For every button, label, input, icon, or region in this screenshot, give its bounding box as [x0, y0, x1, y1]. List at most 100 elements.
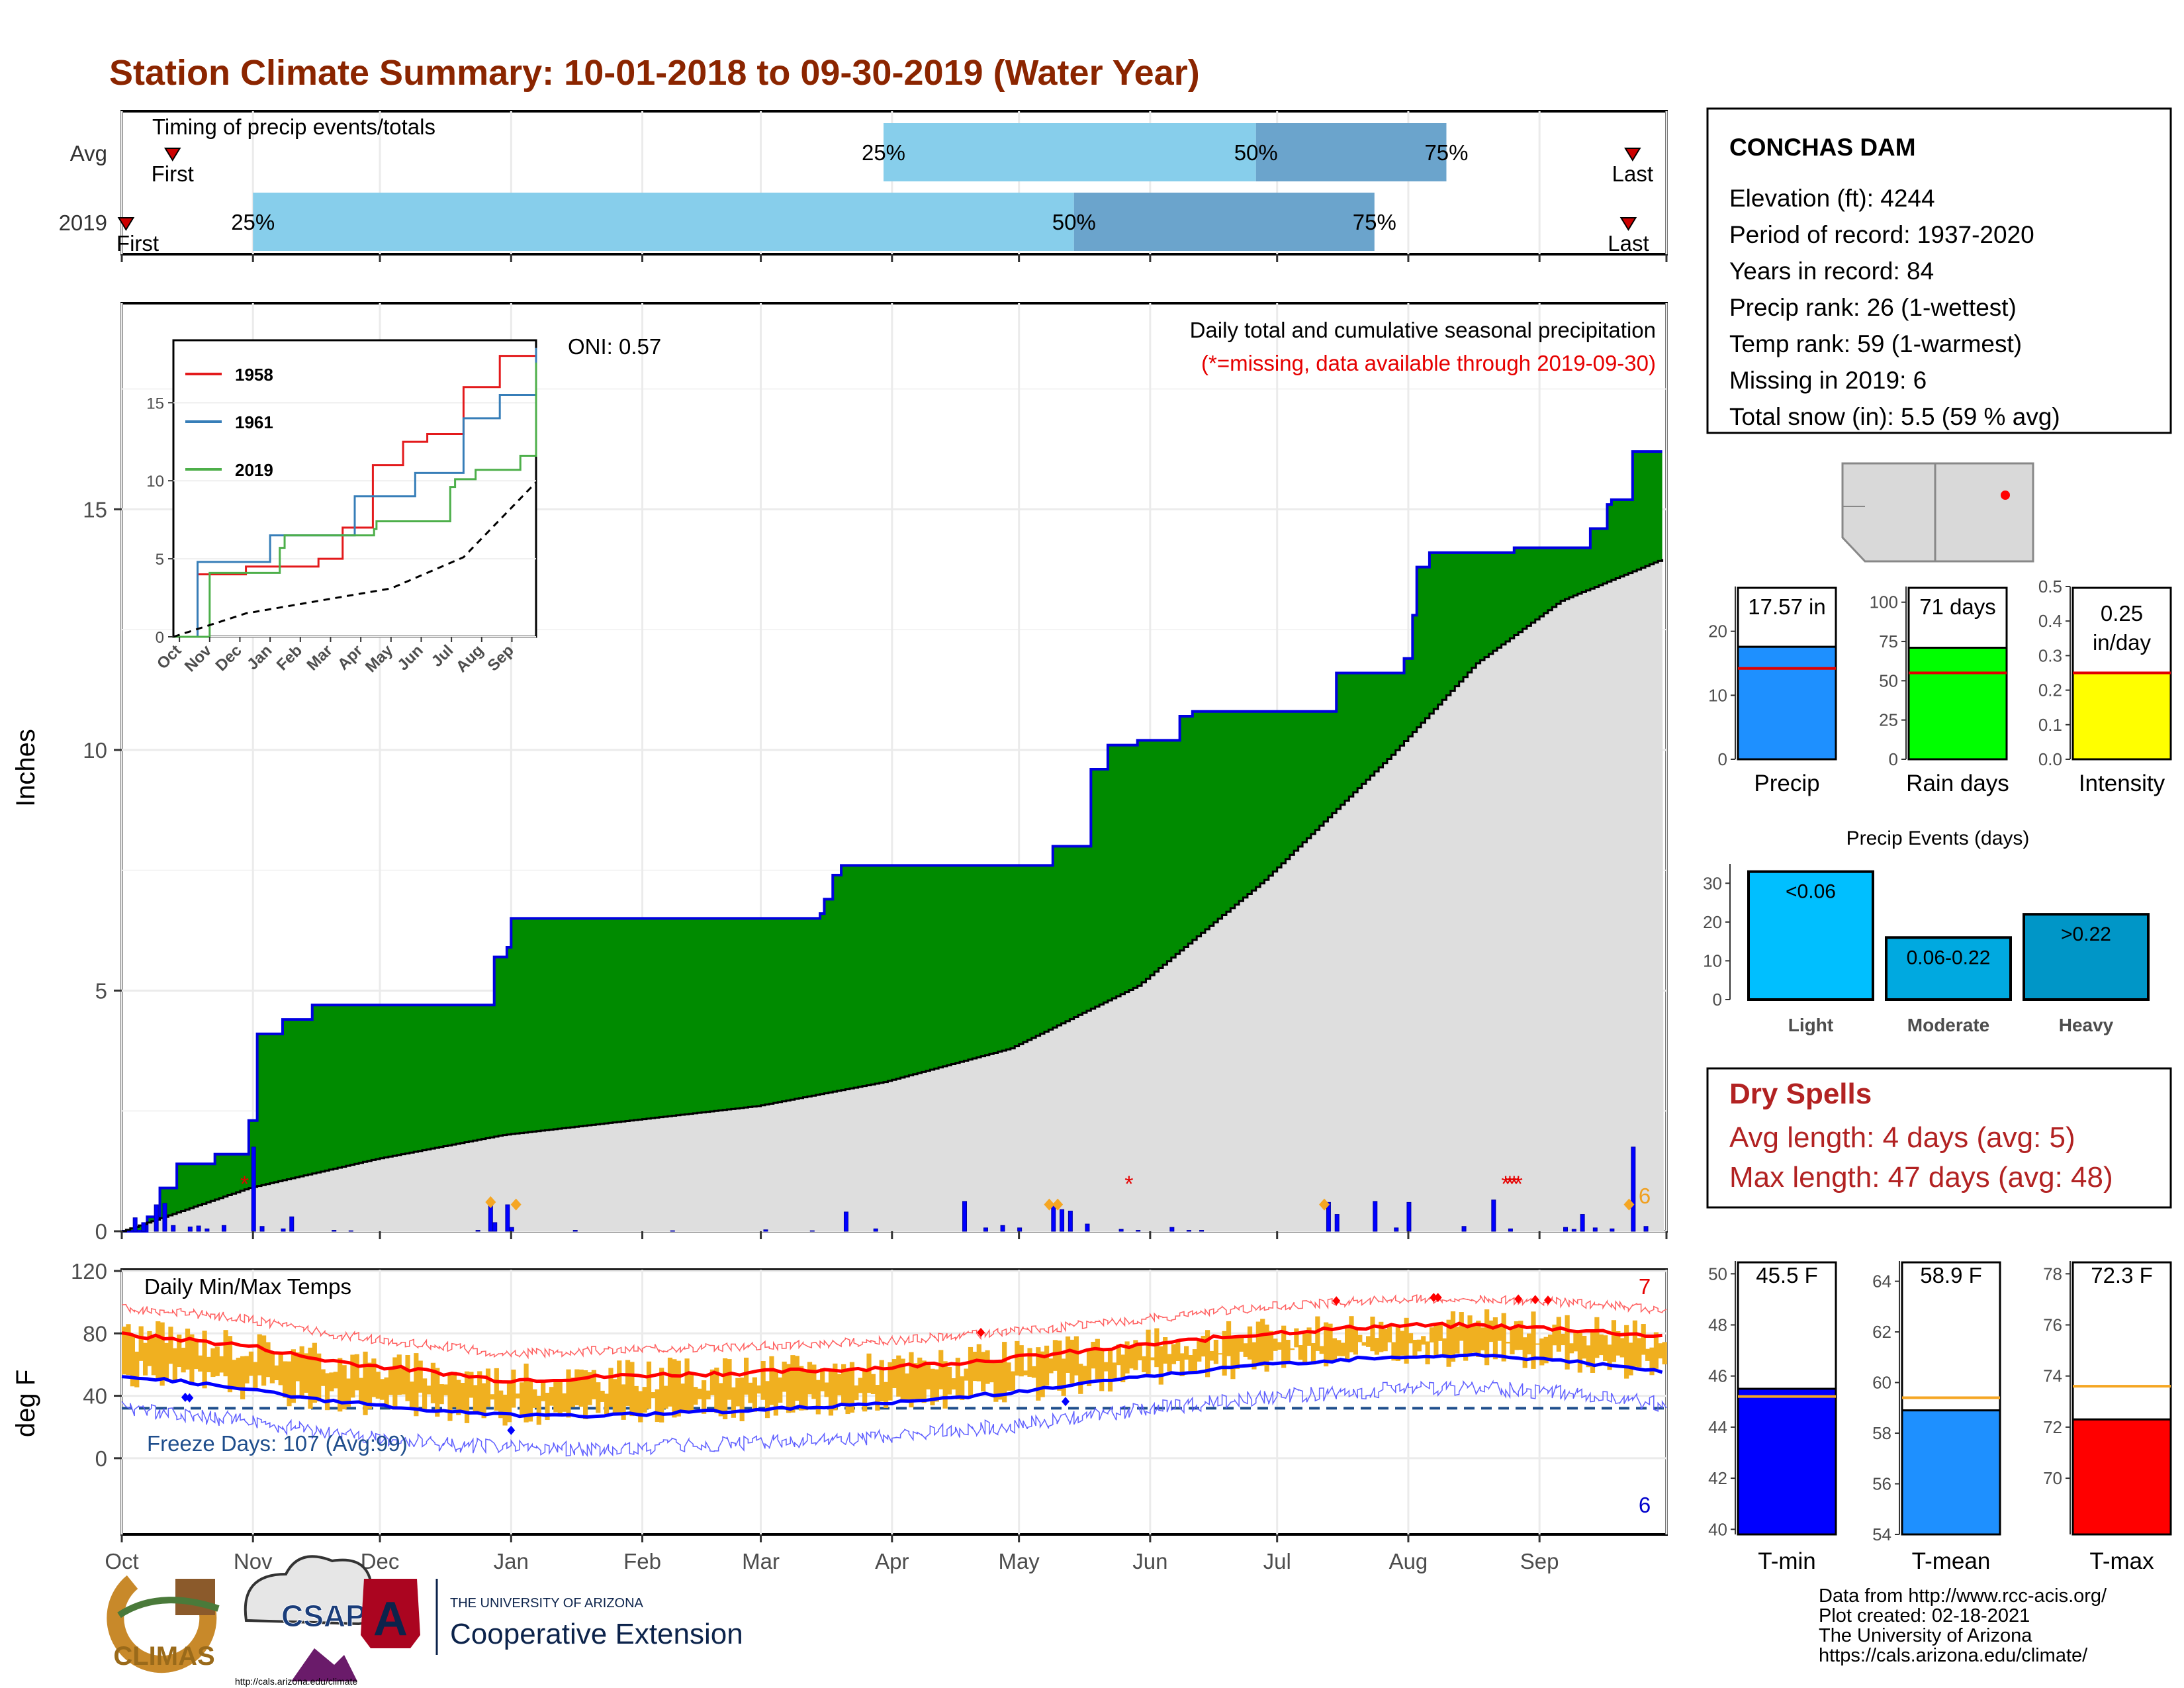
daily-temp-bar	[1209, 1350, 1214, 1361]
daily-temp-bar	[253, 1362, 258, 1388]
tbar-tick-label: 54	[1872, 1524, 1891, 1544]
timing-bar-25-50	[884, 123, 1256, 181]
inset-y-tick-label: 15	[146, 395, 164, 412]
daily-temp-bar	[1285, 1339, 1291, 1362]
daily-precip-bar	[162, 1203, 167, 1232]
intensity-label: Intensity	[2079, 771, 2165, 796]
daily-temp-bar	[934, 1369, 939, 1402]
daily-temp-bar	[697, 1388, 702, 1399]
daily-temp-bar	[1429, 1327, 1435, 1342]
missing-day-marker: *	[1501, 1172, 1510, 1197]
daily-temp-bar	[960, 1376, 965, 1401]
events-bar-light	[1747, 870, 1874, 1001]
record-high-marker	[1514, 1294, 1523, 1304]
daily-temp-bar	[1510, 1327, 1515, 1354]
daily-temp-bar	[1535, 1343, 1540, 1345]
daily-temp-bar	[418, 1360, 423, 1393]
daily-temp-bar	[536, 1396, 541, 1425]
first-event-marker	[163, 148, 181, 162]
daily-temp-bar	[676, 1360, 681, 1417]
climas-logo: CLIMAS	[107, 1575, 220, 1673]
daily-precip-bar	[281, 1228, 286, 1232]
daily-temp-bar	[1437, 1324, 1443, 1341]
daily-temp-bar	[1645, 1348, 1651, 1361]
daily-temp-bar	[600, 1390, 605, 1402]
daily-temp-bar	[151, 1336, 156, 1376]
daily-temp-bar	[1353, 1327, 1358, 1355]
daily-temp-bar	[718, 1383, 723, 1417]
daily-temp-bar	[557, 1381, 563, 1414]
daily-temp-bar	[1273, 1338, 1278, 1351]
daily-temp-bar	[764, 1381, 770, 1419]
daily-temp-bar	[502, 1394, 508, 1426]
daily-temp-bar	[1277, 1342, 1282, 1350]
daily-temp-bar	[1091, 1342, 1096, 1369]
daily-temp-bar	[845, 1370, 850, 1415]
daily-temp-bar	[134, 1351, 140, 1387]
daily-temp-bar	[887, 1362, 893, 1401]
daily-temp-bar	[731, 1387, 737, 1418]
events-bar-label: 0.06-0.22	[1907, 947, 1991, 968]
daily-precip-bar	[962, 1201, 968, 1232]
daily-temp-bar	[1082, 1366, 1087, 1383]
events-tick-label: 10	[1703, 951, 1722, 970]
daily-temp-bar	[316, 1353, 322, 1402]
daily-temp-bar	[1328, 1323, 1333, 1362]
daily-temp-bar	[803, 1371, 808, 1411]
daily-temp-bar	[1628, 1342, 1633, 1376]
daily-temp-bar	[760, 1361, 766, 1400]
daily-temp-bar	[1137, 1343, 1142, 1361]
daily-precip-bar	[1000, 1225, 1005, 1232]
last-event-label: Last	[1612, 162, 1653, 186]
daily-temp-bar	[1379, 1321, 1384, 1352]
footer-line-1: Data from http://www.rcc-acis.org/	[1819, 1585, 2107, 1607]
daily-temp-bar	[1002, 1342, 1007, 1403]
first-event-label: First	[116, 231, 159, 256]
daily-temp-bar	[1112, 1362, 1117, 1381]
daily-temp-bar	[904, 1373, 910, 1400]
daily-temp-bar	[981, 1352, 986, 1391]
daily-precip-bar	[171, 1225, 176, 1232]
daily-temp-bar	[807, 1362, 813, 1395]
daily-temp-bar	[291, 1349, 296, 1403]
daily-temp-bar	[663, 1385, 668, 1409]
timing-bar-50-75	[1073, 193, 1375, 251]
daily-temp-bar	[1260, 1319, 1265, 1366]
oni-label: ONI: 0.57	[568, 334, 661, 359]
ua-small-text: THE UNIVERSITY OF ARIZONA	[450, 1596, 644, 1611]
record-high-marker	[1430, 1293, 1438, 1303]
daily-temp-bar	[1306, 1327, 1312, 1346]
raindays-label: Rain days	[1906, 771, 2009, 796]
daily-temp-bar	[375, 1372, 381, 1399]
daily-temp-bar	[1171, 1344, 1177, 1364]
tbar-tick-label: 40	[1708, 1519, 1727, 1539]
footer-line-2: Plot created: 02-18-2021	[1819, 1605, 2030, 1626]
daily-temp-bar	[921, 1360, 927, 1403]
daily-temp-bar	[1480, 1327, 1485, 1350]
timing-p25-label: 25%	[231, 210, 275, 234]
daily-temp-bar	[1340, 1342, 1345, 1356]
daily-temp-bar	[1015, 1340, 1020, 1376]
station-period: Period of record: 1937-2020	[1729, 221, 2034, 248]
daily-temp-bar	[727, 1359, 732, 1400]
last-event-marker	[1624, 148, 1641, 162]
intensity-tick-label: 0.4	[2038, 611, 2062, 631]
daily-temp-bar	[900, 1358, 905, 1400]
daily-temp-bar	[299, 1346, 304, 1399]
daily-temp-bar	[1582, 1335, 1587, 1359]
daily-temp-bar	[782, 1361, 787, 1392]
missing-day-marker: *	[1506, 1172, 1514, 1197]
daily-temp-bar	[198, 1355, 203, 1372]
tbar-tick-label: 44	[1708, 1417, 1727, 1437]
daily-temp-bar	[735, 1378, 741, 1407]
csap-text: CSAP	[281, 1599, 366, 1633]
daily-temp-bar	[1099, 1349, 1105, 1391]
daily-precip-bar	[1610, 1228, 1615, 1232]
ua-logo: A THE UNIVERSITY OF ARIZONA Cooperative …	[361, 1579, 743, 1655]
record-low-marker	[507, 1425, 516, 1435]
daily-temp-bar	[549, 1387, 555, 1406]
temp-summary-bars: 40 42 44 46 48 50 45.5 F T-min 54 56 58 60 62 64 58.9 …	[1708, 1261, 2172, 1574]
daily-temp-bar	[1514, 1321, 1519, 1350]
timing-p75-label: 75%	[1353, 210, 1396, 234]
